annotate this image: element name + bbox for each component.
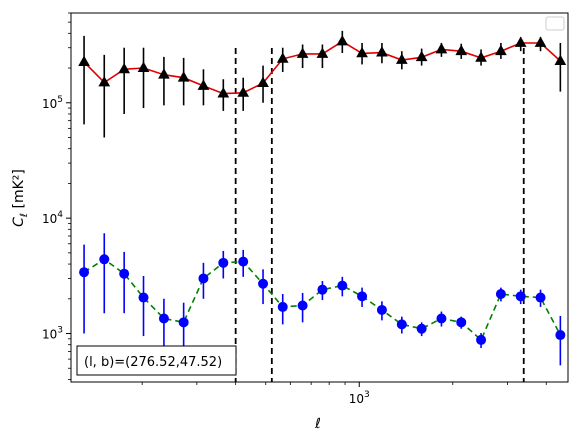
y-axis-label: Cℓ [mK²] <box>11 169 30 227</box>
series-0-point-5 <box>177 71 190 82</box>
y-tick-label-0: 103 <box>42 326 63 342</box>
plot-frame <box>70 12 569 383</box>
series-layer <box>78 30 567 366</box>
series-0-point-4 <box>158 68 170 79</box>
series-1-point-21 <box>495 289 506 300</box>
series-1-point-15 <box>376 304 387 315</box>
y-axis-label-main: C <box>11 217 27 227</box>
vertical-lines <box>234 48 525 382</box>
series-0-point-10 <box>276 52 289 63</box>
series-0-point-21 <box>495 44 507 56</box>
series-0-point-12 <box>316 47 329 58</box>
series-0-point-19 <box>455 44 468 56</box>
series-0-point-11 <box>296 47 309 58</box>
series-1-point-18 <box>436 313 447 324</box>
series-1-point-20 <box>476 334 487 345</box>
series-1-point-24 <box>555 330 566 341</box>
series-1-point-11 <box>297 300 308 311</box>
series-0-point-1 <box>98 75 111 87</box>
annotation-box: (l, b)=(276.52,47.52) <box>76 345 237 376</box>
series-1-point-8 <box>238 256 249 267</box>
y-axis-label-unit: [mK²] <box>11 169 27 208</box>
series-1-point-7 <box>218 257 229 268</box>
series-1-point-5 <box>178 317 189 328</box>
series-0-point-23 <box>534 36 547 47</box>
ticks-layer: 103 104 105 103 <box>42 12 547 406</box>
y-axis-label-sub: ℓ <box>19 213 30 217</box>
series-1-point-12 <box>317 284 328 295</box>
series-1-point-10 <box>277 301 288 312</box>
series-1-point-14 <box>357 291 368 302</box>
y-tick-label-1: 104 <box>42 210 63 226</box>
svg-text:Cℓ [mK²]: Cℓ [mK²] <box>11 169 30 227</box>
series-0-point-14 <box>356 46 368 58</box>
series-0-point-2 <box>118 62 131 74</box>
series-0-point-3 <box>137 61 150 72</box>
series-0-point-16 <box>395 53 408 64</box>
series-0-point-7 <box>217 87 230 98</box>
series-1-point-2 <box>119 268 130 279</box>
series-0-point-15 <box>376 46 388 57</box>
series-0-point-6 <box>197 79 210 90</box>
series-1-point-6 <box>198 273 209 284</box>
series-0-point-18 <box>435 42 448 54</box>
series-1 <box>79 233 566 366</box>
series-1-point-23 <box>535 292 546 303</box>
series-0-point-17 <box>415 50 428 62</box>
series-1-point-1 <box>99 254 110 265</box>
series-0-point-22 <box>514 36 527 47</box>
series-1-point-4 <box>158 313 169 324</box>
series-1-point-16 <box>396 319 407 330</box>
series-1-point-17 <box>416 323 427 334</box>
series-1-point-9 <box>258 278 269 289</box>
series-0-point-8 <box>237 86 250 97</box>
series-0 <box>78 30 567 138</box>
x-tick-label-0: 103 <box>349 390 370 406</box>
series-0-point-13 <box>336 34 349 46</box>
x-axis-label: ℓ <box>314 416 321 432</box>
y-tick-label-2: 105 <box>42 95 63 111</box>
series-0-point-9 <box>257 76 269 88</box>
legend-box <box>545 16 565 31</box>
series-0-point-20 <box>475 51 487 62</box>
series-1-point-22 <box>515 291 526 302</box>
series-1-point-3 <box>138 292 149 303</box>
series-1-point-13 <box>337 280 348 291</box>
series-1-point-0 <box>79 267 90 278</box>
annotation-text: (l, b)=(276.52,47.52) <box>84 355 222 370</box>
series-1-point-19 <box>456 317 467 328</box>
series-0-point-24 <box>554 54 567 65</box>
plot-area <box>71 13 568 382</box>
series-0-point-0 <box>78 55 90 67</box>
